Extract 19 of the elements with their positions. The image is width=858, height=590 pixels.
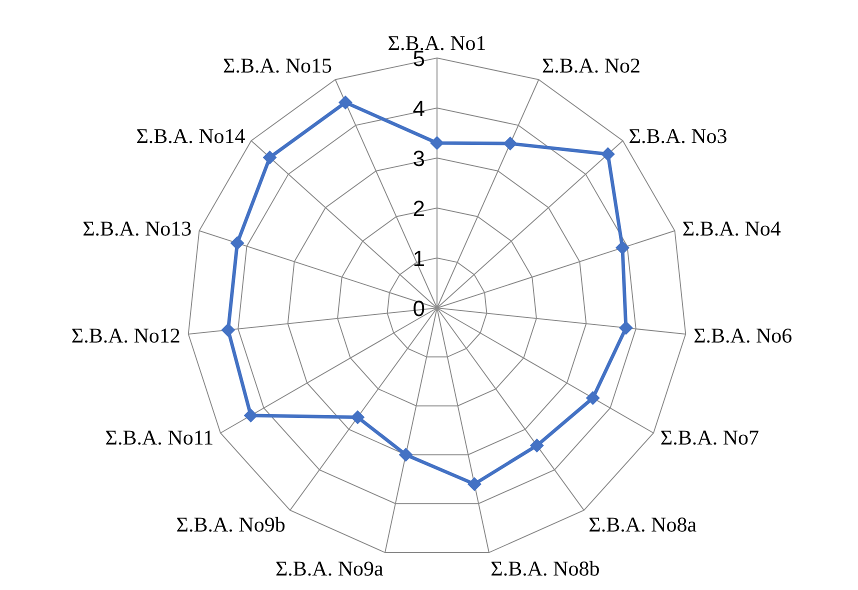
spoke-label: Σ.Β.Α. No4: [682, 216, 782, 241]
spoke-label: Σ.Β.Α. No9b: [176, 512, 286, 537]
y-tick-label: 1: [412, 246, 425, 271]
spoke-label: Σ.Β.Α. No13: [82, 216, 192, 241]
spoke-label: Σ.Β.Α. No3: [628, 124, 728, 148]
spoke-label: Σ.Β.Α. No12: [71, 323, 180, 348]
spoke-label: Σ.Β.Α. No14: [136, 124, 246, 148]
spoke-label: Σ.Β.Α. No8b: [490, 556, 600, 580]
y-tick-label: 0: [412, 296, 425, 321]
y-tick-label: 4: [412, 96, 425, 121]
spoke-label: Σ.Β.Α. No6: [694, 323, 792, 348]
spoke-label: Σ.Β.Α. No15: [223, 53, 332, 78]
spoke-label: Σ.Β.Α. No11: [105, 425, 214, 450]
spoke-label: Σ.Β.Α. No9a: [275, 556, 384, 580]
spoke-label: Σ.Β.Α. No8a: [588, 512, 698, 537]
y-tick-label: 3: [412, 146, 425, 171]
y-tick-label: 2: [412, 196, 425, 221]
spoke-label: Σ.Β.Α. No2: [542, 53, 640, 78]
spoke-label: Σ.Β.Α. No7: [660, 425, 759, 450]
